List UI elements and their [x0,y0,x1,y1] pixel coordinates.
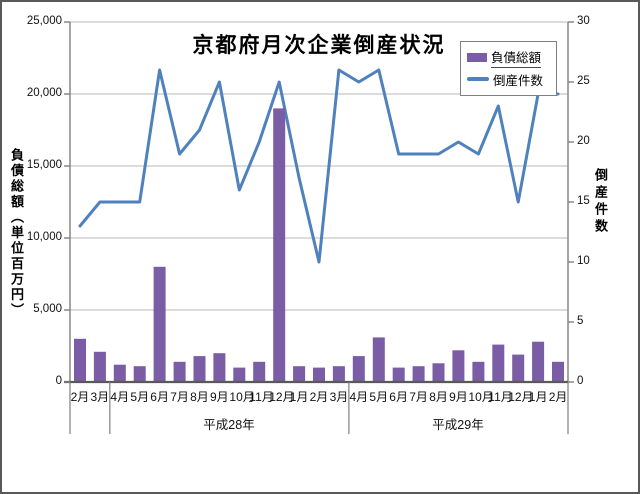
right-axis-title: 倒産件数 [593,168,608,236]
liabilities-bar [153,266,166,382]
liabilities-bar [253,361,266,382]
right-axis-tick-label: 15 [577,195,590,207]
right-axis-tick-label: 20 [577,135,590,147]
liabilities-bar [133,366,146,382]
x-month-label: 11月 [249,390,274,404]
x-month-label: 9月 [209,390,229,404]
x-month-label: 4月 [349,390,369,404]
right-axis-tick-label: 30 [577,15,590,27]
x-month-label: 7月 [409,390,428,404]
left-axis-tick-label: 25,000 [26,15,62,27]
liabilities-bar [273,108,286,383]
x-month-label: 5月 [369,390,389,404]
liabilities-bar [352,356,365,382]
x-month-label: 10月 [468,390,494,404]
x-month-label: 9月 [449,390,468,404]
x-month-label: 3月 [90,390,110,404]
x-month-label: 8月 [429,390,448,404]
right-axis-tick-label: 5 [577,315,584,327]
x-month-label: 3月 [329,390,349,404]
right-axis-tick-label: 10 [577,255,590,267]
legend-label: 負債総額 [491,47,542,68]
liabilities-bar [412,366,425,382]
liabilities-bar [213,353,226,382]
liabilities-bar [392,367,405,382]
legend-box: 負債総額 倒産件数 [460,41,557,96]
left-axis-tick-label: 10,000 [26,231,62,243]
legend-line-swatch-icon [467,77,489,81]
left-axis-tick-label: 20,000 [26,87,62,99]
legend-label: 倒産件数 [493,73,544,88]
liabilities-bar [313,367,325,382]
x-month-label: 2月 [548,390,568,404]
liabilities-bar [452,350,465,382]
x-month-label: 1月 [289,390,309,404]
x-month-label: 8月 [190,390,209,404]
liabilities-bar [532,341,545,382]
left-axis-tick-label: 5,000 [33,303,62,315]
liabilities-bar [432,363,445,382]
liabilities-bar [372,337,385,382]
left-axis-title: 負債総額（単位百万円） [9,148,24,319]
legend-bar-swatch-icon [467,52,487,62]
liabilities-bar [93,351,106,382]
liabilities-bar [173,361,186,382]
bankruptcy-count-line [78,68,560,264]
liabilities-bar [74,338,86,382]
liabilities-bar [233,367,246,382]
x-month-label: 12月 [508,390,534,404]
liabilities-bar [552,361,564,382]
right-axis-tick-label: 25 [577,75,590,87]
liabilities-bar [472,361,485,382]
x-month-label: 7月 [170,390,189,404]
x-month-label: 2月 [309,390,329,404]
year-group-label-h28: 平成28年 [203,418,255,432]
liabilities-bar [512,354,525,382]
x-month-label: 6月 [389,390,408,404]
left-axis-tick-label: 0 [55,375,62,387]
x-month-label: 10月 [229,390,255,404]
liabilities-bar [332,366,345,382]
x-month-label: 4月 [110,390,130,404]
left-axis-tick-label: 15,000 [26,159,62,171]
x-month-label: 11月 [488,390,513,404]
x-month-label: 12月 [269,390,295,404]
liabilities-bar [293,366,306,382]
chart-title: 京都府月次企業倒産状況 [192,34,446,57]
right-axis-tick-label: 0 [577,375,584,387]
x-month-label: 1月 [528,390,548,404]
liabilities-bar [193,356,206,382]
year-group-label-h29: 平成29年 [432,418,484,432]
x-month-label: 6月 [150,390,169,404]
legend-item-liabilities: 負債総額 [467,46,550,68]
liabilities-bar [492,344,505,382]
legend-item-bankruptcies: 倒産件数 [467,68,550,90]
liabilities-bar [113,364,126,382]
x-month-label: 5月 [130,390,150,404]
x-month-label: 2月 [70,390,90,404]
